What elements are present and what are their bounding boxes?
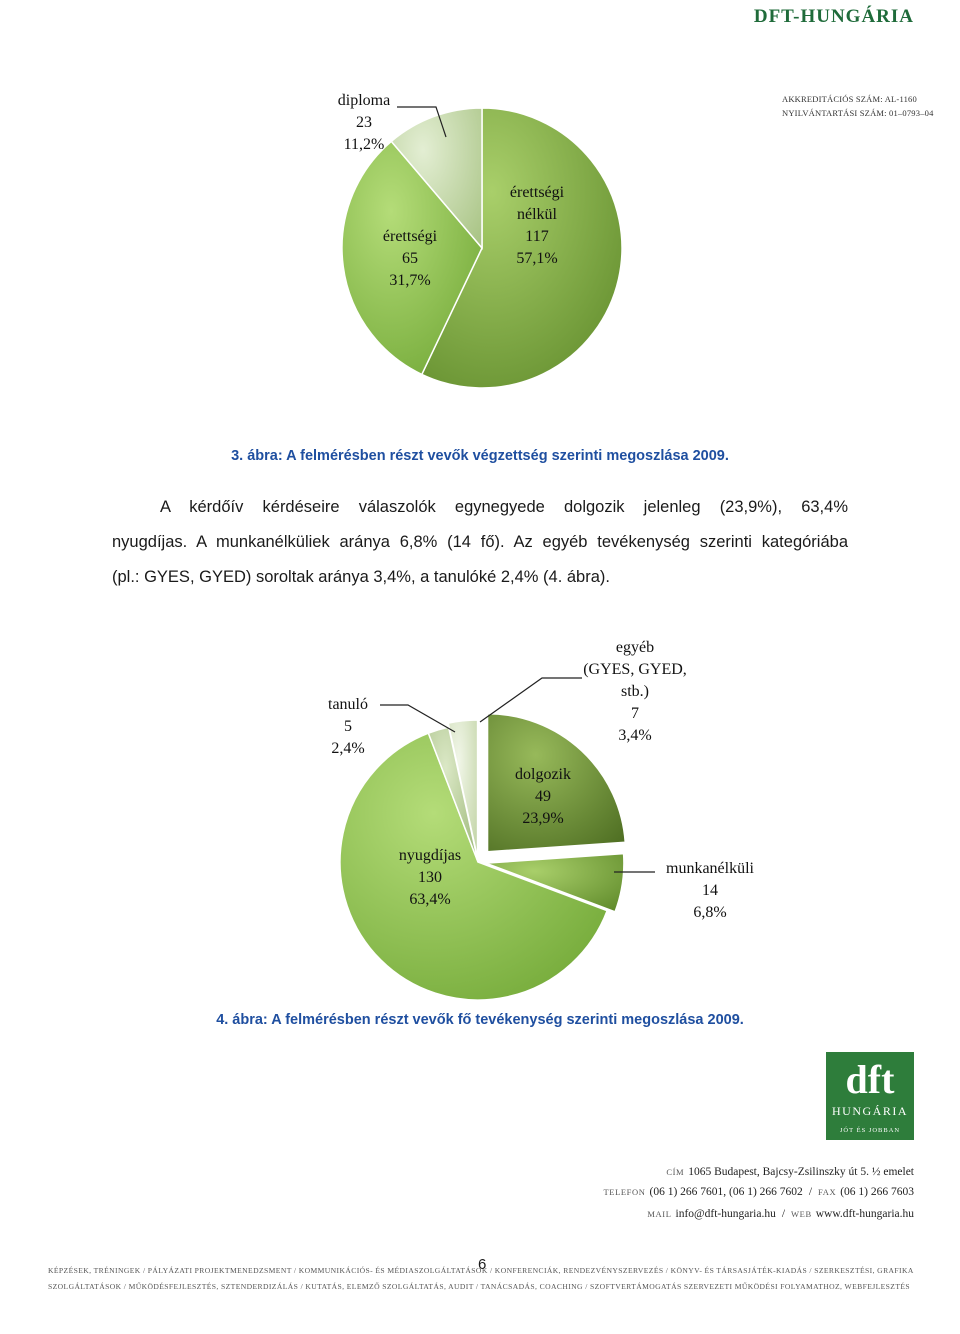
slice-diploma (390, 107, 483, 251)
body-paragraph: A kérdőív kérdéseire válaszolók egynegye… (112, 490, 848, 595)
paragraph-line-1: A kérdőív kérdéseire válaszolók egynegye… (160, 498, 848, 516)
registration-number: NYILVÁNTARTÁSI SZÁM: 01–0793–04 (782, 108, 934, 118)
slice-egyeb (447, 719, 479, 859)
slice-label-nyugdijas: nyugdíjas 130 63,4% (398, 847, 462, 908)
services-line-2: SZOLGÁLTATÁSOK / MŰKÖDÉSFEJLESZTÉS, SZTE… (48, 1282, 911, 1291)
egyeb-leader-line (479, 677, 582, 723)
paragraph-line-3: (pl.: GYES, GYED) soroltak aránya 3,4%, … (112, 568, 610, 586)
dft-logo: dft HUNGÁRIA JÓT ÉS JOBBAN (826, 1052, 914, 1140)
address-label: CÍM (666, 1167, 685, 1177)
slice-erettsegi-nelkul (420, 107, 623, 389)
pie2-group (339, 713, 627, 1000)
slice-label-tanulo: tanuló 5 2,4% (328, 696, 368, 757)
phone-label: TELEFON (603, 1187, 646, 1197)
address-value: 1065 Budapest, Bajcsy-Zsilinszky út 5. ½… (688, 1166, 914, 1178)
slice-label-egyeb: egyéb (GYES, GYED, stb.) 7 3,4% (583, 639, 687, 744)
mail-value[interactable]: info@dft-hungaria.hu (675, 1208, 776, 1220)
accreditation-number: AKKREDITÁCIÓS SZÁM: AL-1160 (782, 94, 917, 104)
slice-munkanelkuli (485, 852, 625, 913)
slice-label-diploma: diploma 23 11,2% (337, 92, 391, 153)
header-brand: DFT-HUNGÁRIA (753, 6, 914, 27)
slice-dolgozik (486, 713, 627, 853)
logo-text: dft (845, 1057, 895, 1102)
slice-erettsegi (341, 140, 483, 376)
fax-label: FAX (818, 1187, 837, 1197)
paragraph-line-2: nyugdíjas. A munkanélküliek aránya 6,8% … (112, 533, 848, 551)
slice-label-dolgozik: dolgozik 49 23,9% (515, 766, 571, 827)
services-line-1: KÉPZÉSEK, TRÉNINGEK / PÁLYÁZATI PROJEKTM… (48, 1266, 914, 1275)
web-value[interactable]: www.dft-hungaria.hu (815, 1208, 914, 1220)
page-number: 6 (478, 1256, 487, 1273)
slice-label-erettsegi: érettségi 65 31,7% (382, 228, 438, 289)
phone-value: (06 1) 266 7601, (06 1) 266 7602 (649, 1186, 803, 1198)
web-label: WEB (791, 1209, 812, 1219)
contact-phone: TELEFON (06 1) 266 7601, (06 1) 266 7602/… (603, 1186, 915, 1198)
slice-label-munkanelkuli: munkanélküli 14 6,8% (666, 860, 754, 921)
tanulo-leader-line (380, 704, 456, 733)
logo-slogan: JÓT ÉS JOBBAN (839, 1127, 901, 1134)
accreditation-info: AKKREDITÁCIÓS SZÁM: AL-1160 NYILVÁNTARTÁ… (782, 92, 934, 120)
figure3-caption: 3. ábra: A felmérésben részt vevők végze… (231, 448, 729, 464)
slice-label-erettsegi-nelkul: érettségi nélkül 117 57,1% (509, 184, 565, 267)
diploma-leader-line (397, 106, 447, 138)
slice-nyugdijas (339, 732, 609, 1000)
pie1-group (341, 107, 623, 389)
education-pie-chart (341, 106, 623, 389)
logo-subtext: HUNGÁRIA (832, 1104, 908, 1118)
figure4-caption: 4. ábra: A felmérésben részt vevők fő te… (216, 1012, 744, 1028)
fax-value: (06 1) 266 7603 (840, 1186, 914, 1198)
mail-label: MAIL (647, 1209, 672, 1219)
contact-address: CÍM 1065 Budapest, Bajcsy-Zsilinszky út 5… (666, 1166, 914, 1178)
activity-pie-chart (339, 677, 655, 1000)
contact-mail-web: MAIL info@dft-hungaria.hu / WEB www.dft-hung… (647, 1208, 914, 1220)
